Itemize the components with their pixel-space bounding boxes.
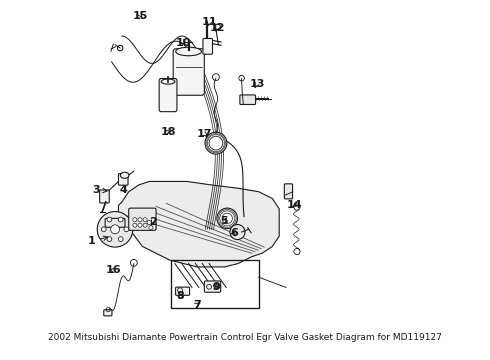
Circle shape	[143, 218, 147, 222]
Text: 5: 5	[220, 216, 228, 226]
Text: 3: 3	[93, 185, 107, 195]
FancyBboxPatch shape	[204, 281, 220, 292]
Circle shape	[209, 136, 223, 150]
FancyBboxPatch shape	[203, 39, 213, 54]
Text: 18: 18	[160, 127, 176, 137]
Circle shape	[138, 223, 142, 227]
Circle shape	[133, 218, 137, 222]
Circle shape	[205, 132, 227, 154]
Circle shape	[107, 217, 112, 222]
Text: 2: 2	[149, 217, 156, 228]
Text: 2002 Mitsubishi Diamante Powertrain Control Egr Valve Gasket Diagram for MD11912: 2002 Mitsubishi Diamante Powertrain Cont…	[48, 333, 442, 342]
Circle shape	[217, 208, 238, 229]
Text: 17: 17	[196, 129, 212, 139]
FancyBboxPatch shape	[173, 49, 204, 95]
Circle shape	[107, 237, 112, 242]
Circle shape	[147, 220, 151, 225]
Circle shape	[143, 223, 147, 227]
Text: 6: 6	[230, 228, 238, 238]
Text: 9: 9	[212, 283, 220, 292]
Circle shape	[101, 227, 106, 232]
Text: 15: 15	[133, 10, 148, 21]
Text: 14: 14	[287, 201, 302, 210]
Text: 12: 12	[209, 23, 225, 33]
Circle shape	[118, 237, 123, 242]
Ellipse shape	[121, 172, 129, 178]
Polygon shape	[119, 181, 279, 267]
Circle shape	[149, 226, 153, 230]
Circle shape	[97, 212, 133, 247]
FancyBboxPatch shape	[105, 219, 125, 227]
Text: 10: 10	[176, 38, 191, 48]
FancyBboxPatch shape	[129, 208, 156, 230]
FancyBboxPatch shape	[99, 190, 109, 203]
FancyBboxPatch shape	[104, 310, 112, 316]
Ellipse shape	[161, 79, 175, 84]
Circle shape	[111, 225, 120, 234]
Circle shape	[230, 225, 245, 240]
Ellipse shape	[176, 47, 201, 56]
Circle shape	[118, 217, 123, 222]
Text: 13: 13	[249, 79, 265, 89]
FancyBboxPatch shape	[159, 78, 177, 112]
Circle shape	[124, 227, 129, 232]
Text: 1: 1	[87, 236, 108, 246]
FancyBboxPatch shape	[119, 174, 128, 185]
Text: 11: 11	[201, 17, 217, 27]
Bar	[172, 260, 259, 308]
Text: 8: 8	[176, 291, 184, 301]
Circle shape	[133, 223, 137, 227]
FancyBboxPatch shape	[284, 184, 293, 199]
FancyBboxPatch shape	[175, 287, 190, 295]
Circle shape	[222, 213, 232, 224]
Text: 7: 7	[193, 300, 201, 310]
Text: 16: 16	[105, 265, 121, 275]
Circle shape	[138, 218, 142, 222]
Text: 4: 4	[120, 185, 127, 195]
FancyBboxPatch shape	[240, 95, 256, 104]
